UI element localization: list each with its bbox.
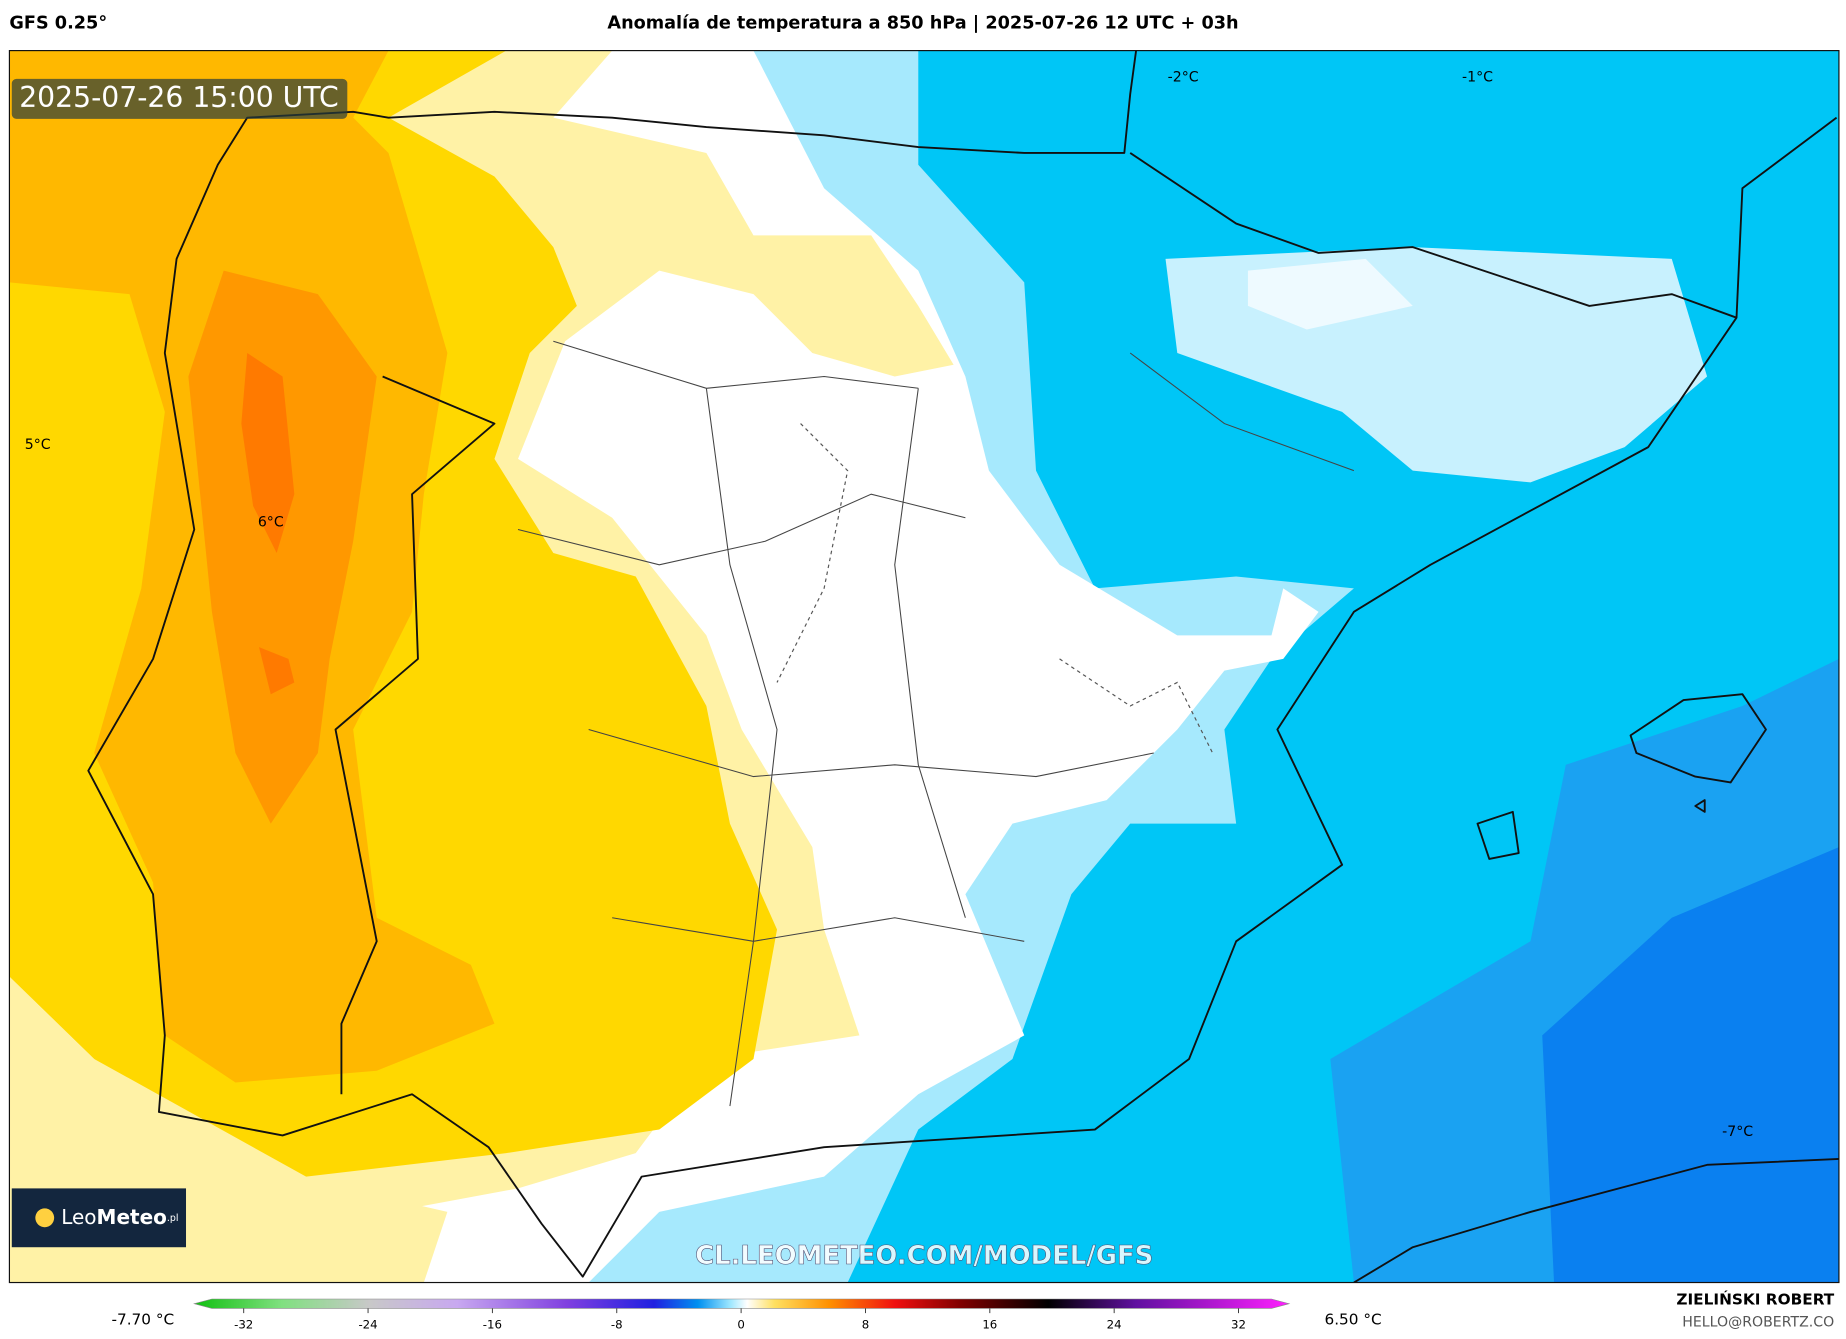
colorbar-tick-label: 0 — [737, 1317, 744, 1331]
model-label: GFS 0.25° — [9, 14, 107, 34]
contour-label: 5°C — [25, 437, 51, 453]
logo-text: LeoMeteo.pl — [61, 1204, 178, 1228]
logo-leo: Leo — [61, 1204, 96, 1228]
colorbar-tick-label: -16 — [483, 1317, 502, 1331]
colorbar-tick-label: -8 — [611, 1317, 623, 1331]
contour-label: 6°C — [258, 514, 284, 530]
field-dark-orange — [188, 270, 377, 824]
field-pale — [1247, 258, 1413, 330]
map-frame — [8, 50, 1840, 1284]
colorbar-tick-label: 24 — [1107, 1317, 1122, 1331]
watermark: CL.LEOMETEO.COM/MODEL/GFS — [695, 1241, 1153, 1271]
logo-meteo: Meteo — [97, 1204, 167, 1228]
timestamp: 2025-07-26 15:00 UTC — [19, 81, 338, 114]
colorbar-tick-label: -32 — [234, 1317, 253, 1331]
colorbar: -7.70 °C 6.50 °C -32 -24 -16 -8 0 8 16 24 32 — [111, 1298, 1382, 1331]
contour-label: -2°C — [1168, 70, 1199, 86]
author: ZIELIŃSKI ROBERT — [1676, 1290, 1834, 1309]
province-borders — [517, 340, 1355, 1107]
region-borders — [776, 423, 1214, 754]
contour-label: -1°C — [1462, 70, 1493, 86]
contour-label: -7°C — [1722, 1124, 1753, 1140]
colorbar-ramp — [193, 1298, 1291, 1309]
map: -2°C -1°C 5°C 6°C -7°C 2025-07-26 15:00 … — [9, 50, 1839, 1283]
colorbar-tick-label: 16 — [982, 1317, 997, 1331]
field-deep-blue — [1542, 847, 1839, 1283]
timestamp-box — [11, 78, 348, 119]
field-darkest-orange — [241, 352, 295, 695]
email: HELLO@ROBERTZ.CO — [1682, 1315, 1834, 1331]
colorbar-max: 6.50 °C — [1324, 1311, 1381, 1329]
pyrenees-border — [1129, 152, 1737, 319]
logo-suffix: .pl — [167, 1212, 179, 1223]
logo-sun — [35, 1208, 55, 1228]
africa-coast — [1353, 1158, 1839, 1283]
colorbar-min: -7.70 °C — [111, 1311, 174, 1329]
colorbar-tick-label: -24 — [358, 1317, 377, 1331]
colorbar-tick-label: 8 — [862, 1317, 869, 1331]
colorbar-tick-label: 32 — [1231, 1317, 1246, 1331]
coastline — [87, 50, 1838, 1278]
balearic-islands — [1476, 693, 1767, 860]
map-title: Anomalía de temperatura a 850 hPa | 2025… — [607, 14, 1238, 34]
portugal-border — [334, 375, 496, 1095]
